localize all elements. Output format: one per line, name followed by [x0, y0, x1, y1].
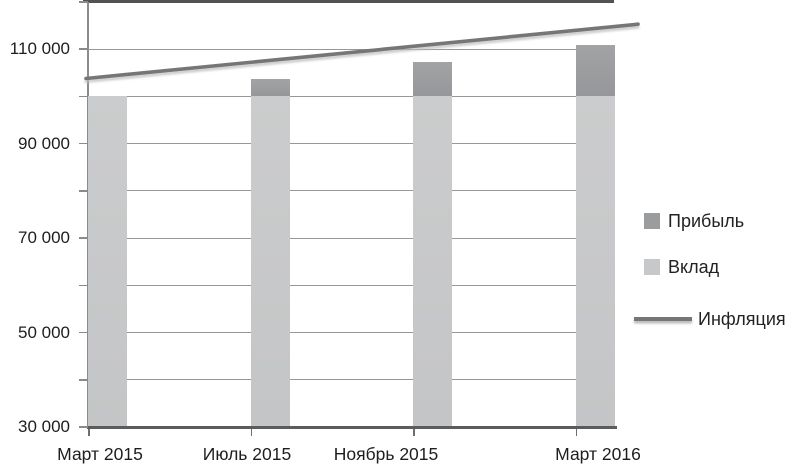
y-axis-label: 70 000	[18, 228, 70, 248]
gridline	[88, 95, 614, 98]
x-axis-tick	[413, 428, 415, 436]
inflation-line	[84, 22, 640, 81]
x-axis-tick	[575, 428, 578, 436]
y-axis-tick	[79, 426, 88, 428]
bar-profit-segment	[250, 79, 290, 97]
plot-area	[84, 2, 640, 427]
gridline	[88, 379, 614, 381]
legend-inflation-line-icon	[634, 317, 692, 321]
bar-deposit-segment	[250, 96, 290, 427]
y-axis-tick	[79, 379, 88, 381]
y-axis-label: 90 000	[18, 133, 70, 153]
gridline	[88, 284, 614, 286]
y-axis-tick	[79, 48, 88, 50]
bar-deposit-segment	[88, 96, 127, 427]
bar-deposit-segment	[413, 96, 452, 427]
x-axis-label: Ноябрь 2015	[333, 444, 439, 464]
y-axis-tick	[79, 142, 88, 145]
y-axis-tick	[79, 237, 88, 239]
y-axis-line	[87, 2, 89, 427]
y-axis-label: 50 000	[18, 322, 70, 342]
x-axis-line	[87, 426, 617, 429]
legend-item-deposit: Вклад	[633, 256, 720, 277]
y-axis-tick	[79, 1, 88, 3]
plot-top-border	[83, 0, 614, 3]
legend-label: Вклад	[668, 256, 720, 277]
y-axis-tick	[79, 331, 88, 334]
y-axis-label: 30 000	[18, 417, 70, 436]
x-axis-label: Июль 2015	[202, 444, 292, 464]
x-axis-label: Март 2015	[57, 444, 143, 464]
x-axis-tick	[250, 428, 253, 436]
y-axis-tick	[79, 95, 88, 98]
x-axis-label: Март 2016	[555, 444, 641, 464]
inflation-line	[84, 25, 640, 83]
bar-deposit-segment	[575, 96, 615, 427]
legend-deposit-swatch-icon	[644, 259, 660, 275]
legend-item-profit: Прибыль	[633, 210, 745, 231]
gridline	[88, 190, 614, 192]
bar-profit-segment	[575, 44, 615, 97]
gridline	[88, 237, 614, 239]
legend-label: Инфляция	[698, 308, 786, 329]
legend-profit-swatch-icon	[644, 213, 660, 229]
bar-profit-segment	[413, 61, 452, 97]
inflation-line-layer	[84, 22, 640, 83]
gridline	[88, 48, 614, 50]
y-axis-tick	[79, 284, 88, 287]
gridline	[88, 331, 614, 334]
legend-label: Прибыль	[668, 210, 745, 231]
legend-item-inflation: Инфляция	[633, 308, 786, 329]
x-axis-tick	[88, 428, 90, 436]
y-axis-label: 110 000	[9, 39, 70, 59]
y-axis-tick	[79, 190, 88, 192]
gridline	[88, 143, 614, 145]
